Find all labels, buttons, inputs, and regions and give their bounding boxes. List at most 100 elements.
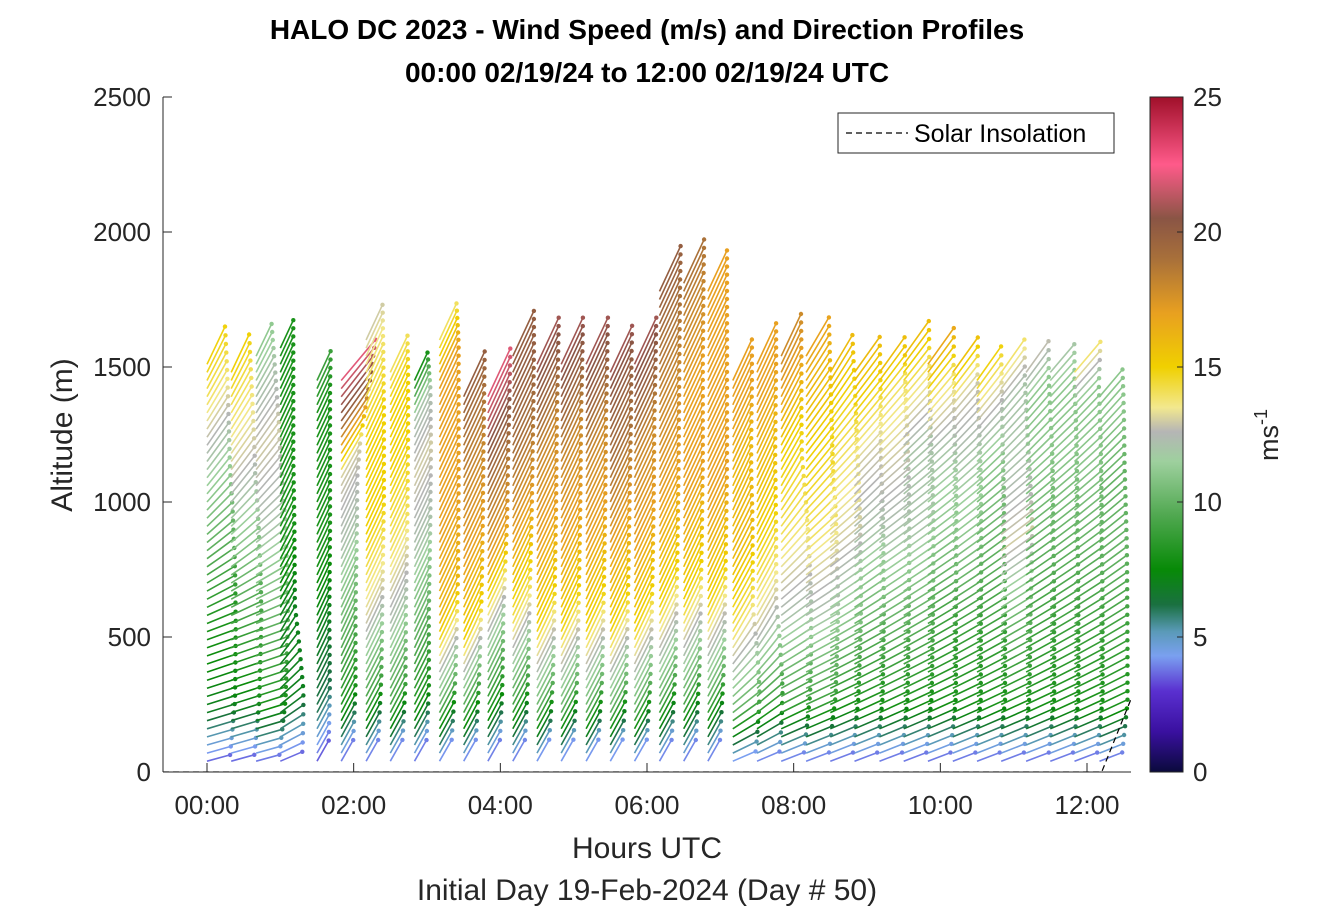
wind-arrow: [487, 500, 509, 543]
wind-arrow: [316, 350, 332, 381]
wind-arrow-head: [381, 397, 386, 402]
wind-arrow-head: [428, 448, 434, 453]
wind-arrow: [878, 476, 910, 503]
wind-arrow-head: [778, 730, 784, 735]
wind-arrow: [462, 442, 485, 487]
wind-arrow: [633, 367, 657, 414]
wind-arrow: [462, 559, 483, 600]
wind-arrow: [805, 621, 839, 641]
wind-arrow: [438, 501, 460, 543]
wind-arrow: [854, 639, 884, 657]
wind-arrow: [756, 555, 777, 592]
wind-arrow: [365, 406, 385, 446]
wind-arrow: [1049, 682, 1079, 698]
wind-arrow: [316, 530, 331, 560]
wind-arrow-head: [452, 690, 457, 695]
wind-arrow: [1000, 426, 1028, 454]
wind-arrow: [340, 617, 357, 649]
wind-arrow: [340, 459, 360, 495]
wind-arrow: [879, 630, 909, 649]
wind-arrow-head: [1074, 477, 1080, 482]
wind-arrow-head: [270, 329, 275, 335]
wind-arrow: [658, 518, 679, 560]
wind-arrow: [732, 454, 752, 495]
wind-arrow-head: [481, 391, 487, 396]
wind-arrow: [255, 405, 279, 438]
wind-arrow-head: [377, 700, 383, 706]
wind-arrow: [805, 488, 835, 519]
wind-arrow: [879, 665, 909, 681]
wind-arrow: [560, 692, 578, 722]
wind-arrow-head: [456, 442, 461, 447]
wind-arrow: [658, 262, 682, 308]
wind-arrow-head: [1001, 502, 1007, 507]
wind-arrow: [279, 490, 295, 519]
wind-arrow: [389, 447, 409, 487]
wind-arrow-head: [427, 548, 432, 553]
wind-arrow: [1073, 478, 1102, 503]
wind-arrow-head: [749, 386, 754, 391]
wind-arrow: [682, 297, 705, 341]
wind-arrow: [633, 739, 648, 762]
wind-arrow: [389, 580, 408, 616]
wind-arrow-head: [251, 436, 257, 441]
wind-arrow-head: [476, 690, 481, 696]
wind-arrow: [927, 656, 957, 673]
wind-arrow: [512, 702, 528, 730]
wind-arrow: [560, 367, 583, 414]
wind-arrow-head: [1122, 443, 1127, 448]
wind-arrow-head: [380, 318, 385, 323]
wind-arrow: [682, 604, 702, 641]
wind-arrow: [340, 508, 358, 543]
wind-arrow: [512, 721, 527, 746]
wind-arrow-head: [724, 313, 730, 318]
wind-arrow: [206, 501, 233, 527]
wind-arrow: [780, 424, 803, 462]
wind-arrow: [316, 571, 331, 600]
wind-arrow: [1099, 698, 1128, 714]
wind-profile: [633, 315, 659, 762]
wind-arrow-head: [327, 652, 332, 658]
wind-arrow: [609, 584, 629, 624]
wind-arrow: [707, 560, 727, 600]
wind-arrow: [707, 477, 728, 519]
wind-arrow: [780, 381, 803, 422]
wind-profile: [560, 315, 586, 762]
wind-profile: [878, 335, 912, 762]
wind-arrow: [1000, 383, 1026, 414]
wind-arrow-head: [403, 656, 408, 661]
wind-arrow-head: [701, 245, 707, 251]
wind-arrow: [732, 363, 753, 406]
wind-arrow-head: [799, 371, 804, 376]
wind-arrow: [853, 508, 884, 536]
wind-arrow-head: [700, 483, 705, 489]
wind-arrow: [1025, 690, 1055, 706]
wind-arrow-head: [724, 248, 730, 253]
wind-arrow: [413, 739, 428, 762]
wind-arrow-head: [675, 550, 680, 555]
wind-arrow-head: [526, 664, 531, 669]
wind-arrow: [1099, 571, 1128, 592]
wind-arrow: [206, 352, 228, 389]
wind-arrow: [279, 581, 296, 608]
wind-arrow: [854, 716, 882, 730]
wind-arrow: [438, 476, 460, 519]
wind-arrow: [780, 528, 809, 560]
wind-arrow: [438, 575, 459, 616]
wind-arrow-head: [799, 328, 804, 334]
wind-arrow: [952, 554, 982, 576]
wind-arrow: [1074, 656, 1103, 673]
wind-arrow: [854, 543, 884, 568]
wind-arrow-head: [258, 580, 263, 586]
wind-arrow-head: [700, 377, 705, 383]
wind-profile: [927, 325, 959, 762]
wind-arrow: [255, 380, 277, 414]
wind-arrow: [1025, 673, 1055, 690]
wind-arrow: [255, 364, 276, 398]
wind-arrow: [389, 455, 409, 495]
wind-arrow-head: [653, 357, 658, 362]
wind-arrow-head: [1027, 672, 1032, 677]
wind-arrow-head: [554, 433, 559, 438]
wind-arrow: [487, 432, 510, 479]
wind-arrow-head: [576, 574, 582, 580]
